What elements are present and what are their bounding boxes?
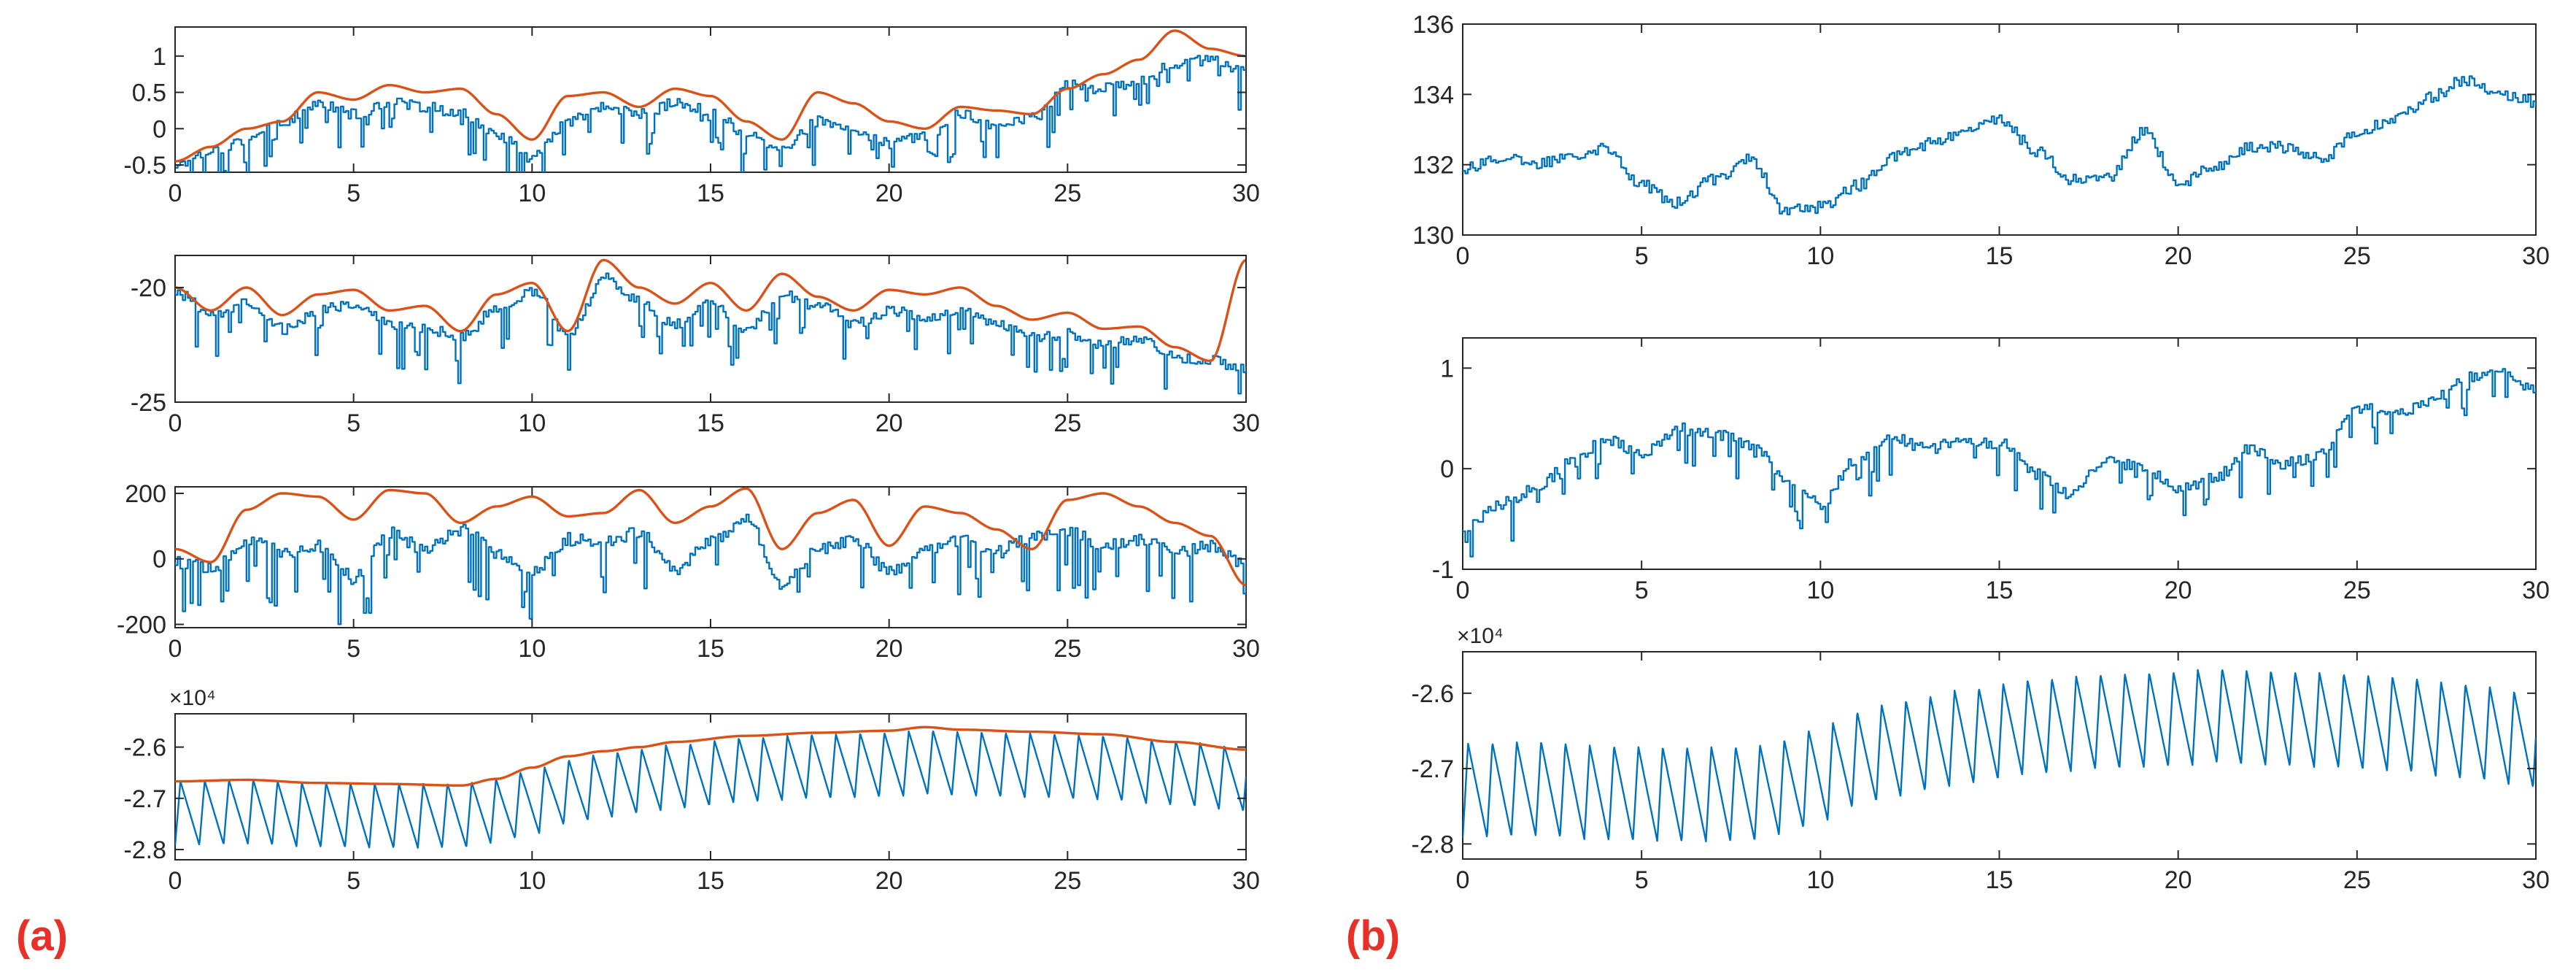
b1-xtick-label: 25: [2343, 242, 2371, 270]
a4-ytick-label: -2.7: [123, 785, 166, 813]
a3-envelope-line: [175, 487, 1246, 587]
a3-ytick-label: -200: [117, 612, 166, 639]
panel-label-a: (a): [16, 912, 68, 960]
a1-xtick-label: 10: [518, 180, 546, 207]
subplot-a2: 0 5 10 15 20 25 30 -20 -25: [131, 255, 1260, 437]
a2-ytick-label: -20: [131, 274, 166, 302]
b3-signal-line: [1463, 669, 2536, 843]
panel-label-b: (b): [1346, 912, 1400, 960]
b2-ytick-label: -1: [1432, 556, 1454, 584]
a1-ytick-label: 1: [152, 43, 166, 71]
b3-ytick-label: -2.8: [1411, 831, 1454, 858]
a4-envelope-line: [175, 725, 1246, 787]
a1-envelope-line: [175, 29, 1246, 163]
a1-xtick-label: 0: [169, 180, 182, 207]
a2-xtick-label: 30: [1232, 409, 1260, 437]
a1-ytick-label: -0.5: [123, 152, 166, 180]
b2-signal-line: [1463, 368, 2536, 558]
axes-frame-b1: [1462, 23, 2537, 236]
a2-envelope-line: [175, 258, 1246, 363]
a4-xtick-label: 5: [347, 867, 360, 895]
a2-xtick-label: 20: [875, 409, 903, 437]
a4-xtick-label: 25: [1053, 867, 1081, 895]
a4-ytick-label: -2.6: [123, 734, 166, 762]
b3-xtick-label: 15: [1986, 866, 2014, 894]
a3-ytick-label: 0: [152, 546, 166, 574]
b3-exponent-label: ×10⁴: [1457, 624, 1504, 648]
a2-xtick-label: 25: [1053, 409, 1081, 437]
a1-xtick-label: 25: [1053, 180, 1081, 207]
b2-xtick-label: 25: [2343, 577, 2371, 604]
a2-xtick-label: 15: [697, 409, 724, 437]
a3-xtick-label: 10: [518, 635, 546, 663]
a4-signal-line: [175, 730, 1246, 849]
subplot-b3: 0 5 10 15 20 25 30 -2.6 -2.7 -2.8 ×10⁴: [1411, 624, 2550, 894]
b1-ytick-label: 132: [1412, 152, 1454, 180]
b1-signal-line: [1463, 75, 2536, 215]
b2-xtick-label: 10: [1806, 577, 1834, 604]
b2-ytick-label: 1: [1440, 355, 1454, 382]
b1-xtick-label: 20: [2165, 242, 2192, 270]
subplot-a4: 0 5 10 15 20 25 30 -2.6 -2.7 -2.8 ×10⁴: [123, 686, 1260, 895]
a3-xtick-label: 30: [1232, 635, 1260, 663]
a4-xtick-label: 20: [875, 867, 903, 895]
b3-xtick-label: 5: [1635, 866, 1649, 894]
a1-xtick-label: 15: [697, 180, 724, 207]
a3-xtick-label: 0: [169, 635, 182, 663]
b3-xtick-label: 20: [2165, 866, 2192, 894]
b1-ytick-label: 130: [1412, 222, 1454, 250]
b1-xtick-label: 15: [1986, 242, 2014, 270]
b3-ytick-label: -2.7: [1411, 755, 1454, 783]
b3-xtick-label: 10: [1806, 866, 1834, 894]
a4-xtick-label: 30: [1232, 867, 1260, 895]
subplot-a1: 0 5 10 15 20 25 30-0.500.51: [123, 26, 1260, 207]
b1-xtick-label: 10: [1806, 242, 1834, 270]
a3-ytick-label: 200: [125, 480, 166, 508]
b2-xtick-label: 5: [1635, 577, 1649, 604]
b3-xtick-label: 25: [2343, 866, 2371, 894]
a1-xtick-label: 20: [875, 180, 903, 207]
a4-ytick-label: -2.8: [123, 836, 166, 864]
a2-xtick-label: 10: [518, 409, 546, 437]
b3-xtick-label: 0: [1456, 866, 1470, 894]
a3-xtick-label: 15: [697, 635, 724, 663]
b1-xtick-label: 30: [2522, 242, 2550, 270]
b2-xtick-label: 15: [1986, 577, 2014, 604]
a1-ytick-label: 0.5: [132, 80, 166, 107]
a1-xtick-label: 5: [347, 180, 360, 207]
a4-xtick-label: 10: [518, 867, 546, 895]
b2-ytick-label: 0: [1440, 455, 1454, 483]
a4-exponent-label: ×10⁴: [169, 686, 216, 710]
a3-xtick-label: 25: [1053, 635, 1081, 663]
a3-signal-line: [175, 513, 1246, 625]
b3-xtick-label: 30: [2522, 866, 2550, 894]
a1-signal-line: [175, 55, 1246, 172]
a2-xtick-label: 5: [347, 409, 360, 437]
a4-xtick-label: 0: [169, 867, 182, 895]
b1-ytick-label: 136: [1412, 11, 1454, 39]
a2-xtick-label: 0: [169, 409, 182, 437]
a2-signal-line: [175, 272, 1246, 395]
a2-ytick-label: -25: [131, 389, 166, 417]
a1-xtick-label: 30: [1232, 180, 1260, 207]
a4-xtick-label: 15: [697, 867, 724, 895]
a3-xtick-label: 20: [875, 635, 903, 663]
b1-xtick-label: 0: [1456, 242, 1470, 270]
b3-ytick-label: -2.6: [1411, 680, 1454, 708]
a3-xtick-label: 5: [347, 635, 360, 663]
b2-xtick-label: 30: [2522, 577, 2550, 604]
b1-xtick-label: 5: [1635, 242, 1649, 270]
b2-xtick-label: 20: [2165, 577, 2192, 604]
subplot-b1: 0 5 10 15 20 25 30 130 132 134 136: [1412, 11, 2550, 270]
b2-xtick-label: 0: [1456, 577, 1470, 604]
subplots: 0 5 10 15 20 25 30-0.500.510 5 10 15 20 25 30-20-250…: [117, 11, 2550, 895]
b1-ytick-label: 134: [1412, 81, 1454, 109]
a1-ytick-label: 0: [152, 115, 166, 143]
